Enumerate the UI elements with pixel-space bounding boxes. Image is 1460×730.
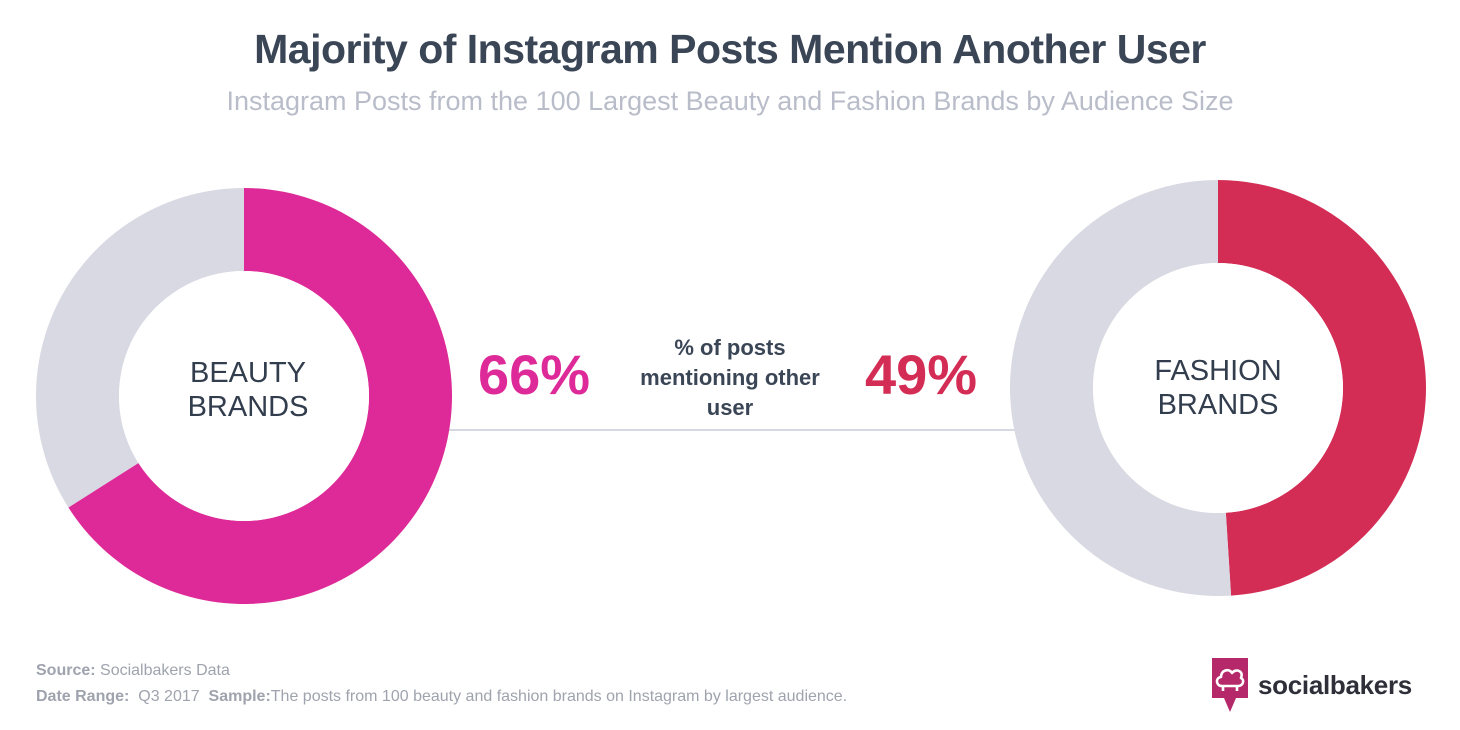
sample-label: Sample: <box>208 688 271 705</box>
fashion-label-line-2: BRANDS <box>1157 389 1279 421</box>
source-value: Socialbakers Data <box>100 662 230 679</box>
beauty-brands-label: BEAUTY BRANDS <box>148 356 348 424</box>
beauty-label-line-1: BEAUTY <box>189 357 307 389</box>
date-range-label: Date Range: <box>36 688 130 705</box>
chart-title: Majority of Instagram Posts Mention Anot… <box>254 26 1206 72</box>
beauty-donut-slice-other <box>36 188 245 508</box>
beauty-donut-slice-mentioning <box>68 188 452 605</box>
fashion-brands-label: FASHION BRANDS <box>1118 354 1318 422</box>
chef-hat-speech-bubble-icon <box>1212 658 1248 712</box>
sample-value: The posts from 100 beauty and fashion br… <box>270 688 848 705</box>
fashion-donut-slice-mentioning <box>1218 180 1427 596</box>
fashion-donut-hole <box>1093 263 1343 513</box>
metric-description: % of posts mentioning other user <box>640 335 820 420</box>
fashion-percentage: 49% <box>865 343 978 406</box>
beauty-label-line-2: BRANDS <box>187 391 309 423</box>
chart-subtitle: Instagram Posts from the 100 Largest Bea… <box>226 86 1234 116</box>
brand-name: socialbakers <box>1258 669 1412 700</box>
socialbakers-logo: socialbakers <box>1210 655 1412 715</box>
fashion-label-line-1: FASHION <box>1154 355 1282 387</box>
beauty-percentage: 66% <box>478 343 591 406</box>
beauty-donut-hole <box>119 271 369 521</box>
date-sample-line: Date Range: Q3 2017 Sample:The posts fro… <box>36 688 847 706</box>
fashion-donut-slice-other <box>1010 180 1232 596</box>
source-line: Source: Socialbakers Data <box>36 662 230 680</box>
source-label: Source: <box>36 662 96 679</box>
date-range-value: Q3 2017 <box>138 688 200 705</box>
